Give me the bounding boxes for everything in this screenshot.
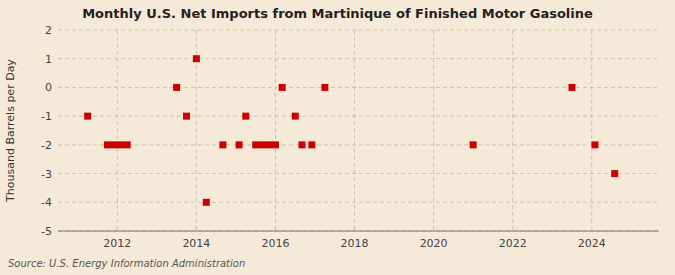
- point: [252, 141, 259, 148]
- y-tick-label: -3: [41, 168, 52, 181]
- point: [308, 141, 315, 148]
- x-tick-label: 2020: [420, 237, 448, 250]
- grid: [58, 30, 659, 231]
- point: [279, 84, 286, 91]
- y-grid-line: [58, 202, 659, 203]
- y-tick-label: 2: [45, 24, 52, 37]
- point: [203, 199, 210, 206]
- x-tick-label: 2016: [261, 237, 289, 250]
- points: [84, 55, 618, 206]
- x-grid-line: [512, 30, 513, 231]
- point: [259, 141, 266, 148]
- point: [591, 141, 598, 148]
- y-grid-line: [58, 116, 659, 117]
- x-grid-line: [591, 30, 592, 231]
- point: [242, 113, 249, 120]
- point: [104, 141, 111, 148]
- chart: Monthly U.S. Net Imports from Martinique…: [0, 0, 675, 275]
- point: [84, 113, 91, 120]
- point: [298, 141, 305, 148]
- point: [111, 141, 118, 148]
- x-tick-label: 2022: [499, 237, 527, 250]
- title: Monthly U.S. Net Imports from Martinique…: [82, 6, 593, 21]
- y-grid-line: [58, 58, 659, 59]
- point: [173, 84, 180, 91]
- x-grid-line: [433, 30, 434, 231]
- y-tick-label: -1: [41, 110, 52, 123]
- y-grid-line: [58, 144, 659, 145]
- point: [219, 141, 226, 148]
- x-axis-line: [58, 231, 659, 232]
- y-tick-label: -2: [41, 139, 52, 152]
- y-tick-label: 0: [45, 81, 52, 94]
- y-grid-line: [58, 231, 659, 232]
- point: [265, 141, 272, 148]
- point: [272, 141, 279, 148]
- y-grid-line: [58, 173, 659, 174]
- y-grid-line: [58, 30, 659, 31]
- point: [117, 141, 124, 148]
- annotation: Source: U.S. Energy Information Administ…: [8, 258, 245, 269]
- x-tick-label: 2024: [578, 237, 606, 250]
- point: [470, 141, 477, 148]
- point: [292, 113, 299, 120]
- x-grid-line: [117, 30, 118, 231]
- y-tick-label: -4: [41, 196, 52, 209]
- y-tick-label: -5: [41, 225, 52, 238]
- x-grid-line: [354, 30, 355, 231]
- y-tick-label: 1: [45, 53, 52, 66]
- point: [193, 55, 200, 62]
- point: [321, 84, 328, 91]
- x-tick-label: 2018: [341, 237, 369, 250]
- point: [611, 170, 618, 177]
- point: [183, 113, 190, 120]
- point: [236, 141, 243, 148]
- x-tick-label: 2014: [182, 237, 210, 250]
- x-grid-line: [275, 30, 276, 231]
- y-axis-label: Thousand Barrels per Day: [4, 59, 17, 203]
- x-tick-label: 2012: [103, 237, 131, 250]
- point: [124, 141, 131, 148]
- point: [569, 84, 576, 91]
